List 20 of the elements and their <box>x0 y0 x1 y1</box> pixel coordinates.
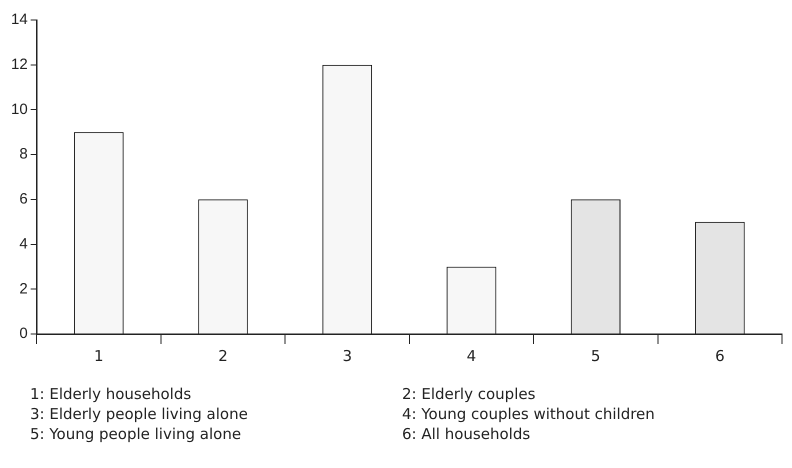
text: 2: Elderly couples <box>402 384 536 404</box>
x-tick-label: 2 <box>218 346 228 365</box>
y-tick-label: 6 <box>19 190 28 208</box>
y-tick-label: 10 <box>10 100 28 118</box>
y-tick-label: 12 <box>10 56 28 73</box>
x-tick-label: 3 <box>342 346 352 365</box>
x-tick-label: 4 <box>466 346 476 365</box>
y-tick-label: 8 <box>19 146 28 163</box>
y-tick-label: 4 <box>19 235 28 252</box>
text: 6: All households <box>402 424 532 444</box>
y-tick-label: 14 <box>10 11 28 28</box>
x-tick-label: 1 <box>94 346 104 365</box>
y-tick-label: 2 <box>19 280 28 298</box>
text: 3: Elderly people living alone <box>30 404 249 424</box>
text: 4: Young couples without children <box>402 404 656 424</box>
text: 5: Young people living alone <box>30 424 242 444</box>
x-tick-label: 5 <box>590 346 600 365</box>
text: 1: Elderly households <box>30 384 192 404</box>
x-tick-label: 6 <box>715 346 725 365</box>
y-tick-label: 0 <box>19 325 28 342</box>
